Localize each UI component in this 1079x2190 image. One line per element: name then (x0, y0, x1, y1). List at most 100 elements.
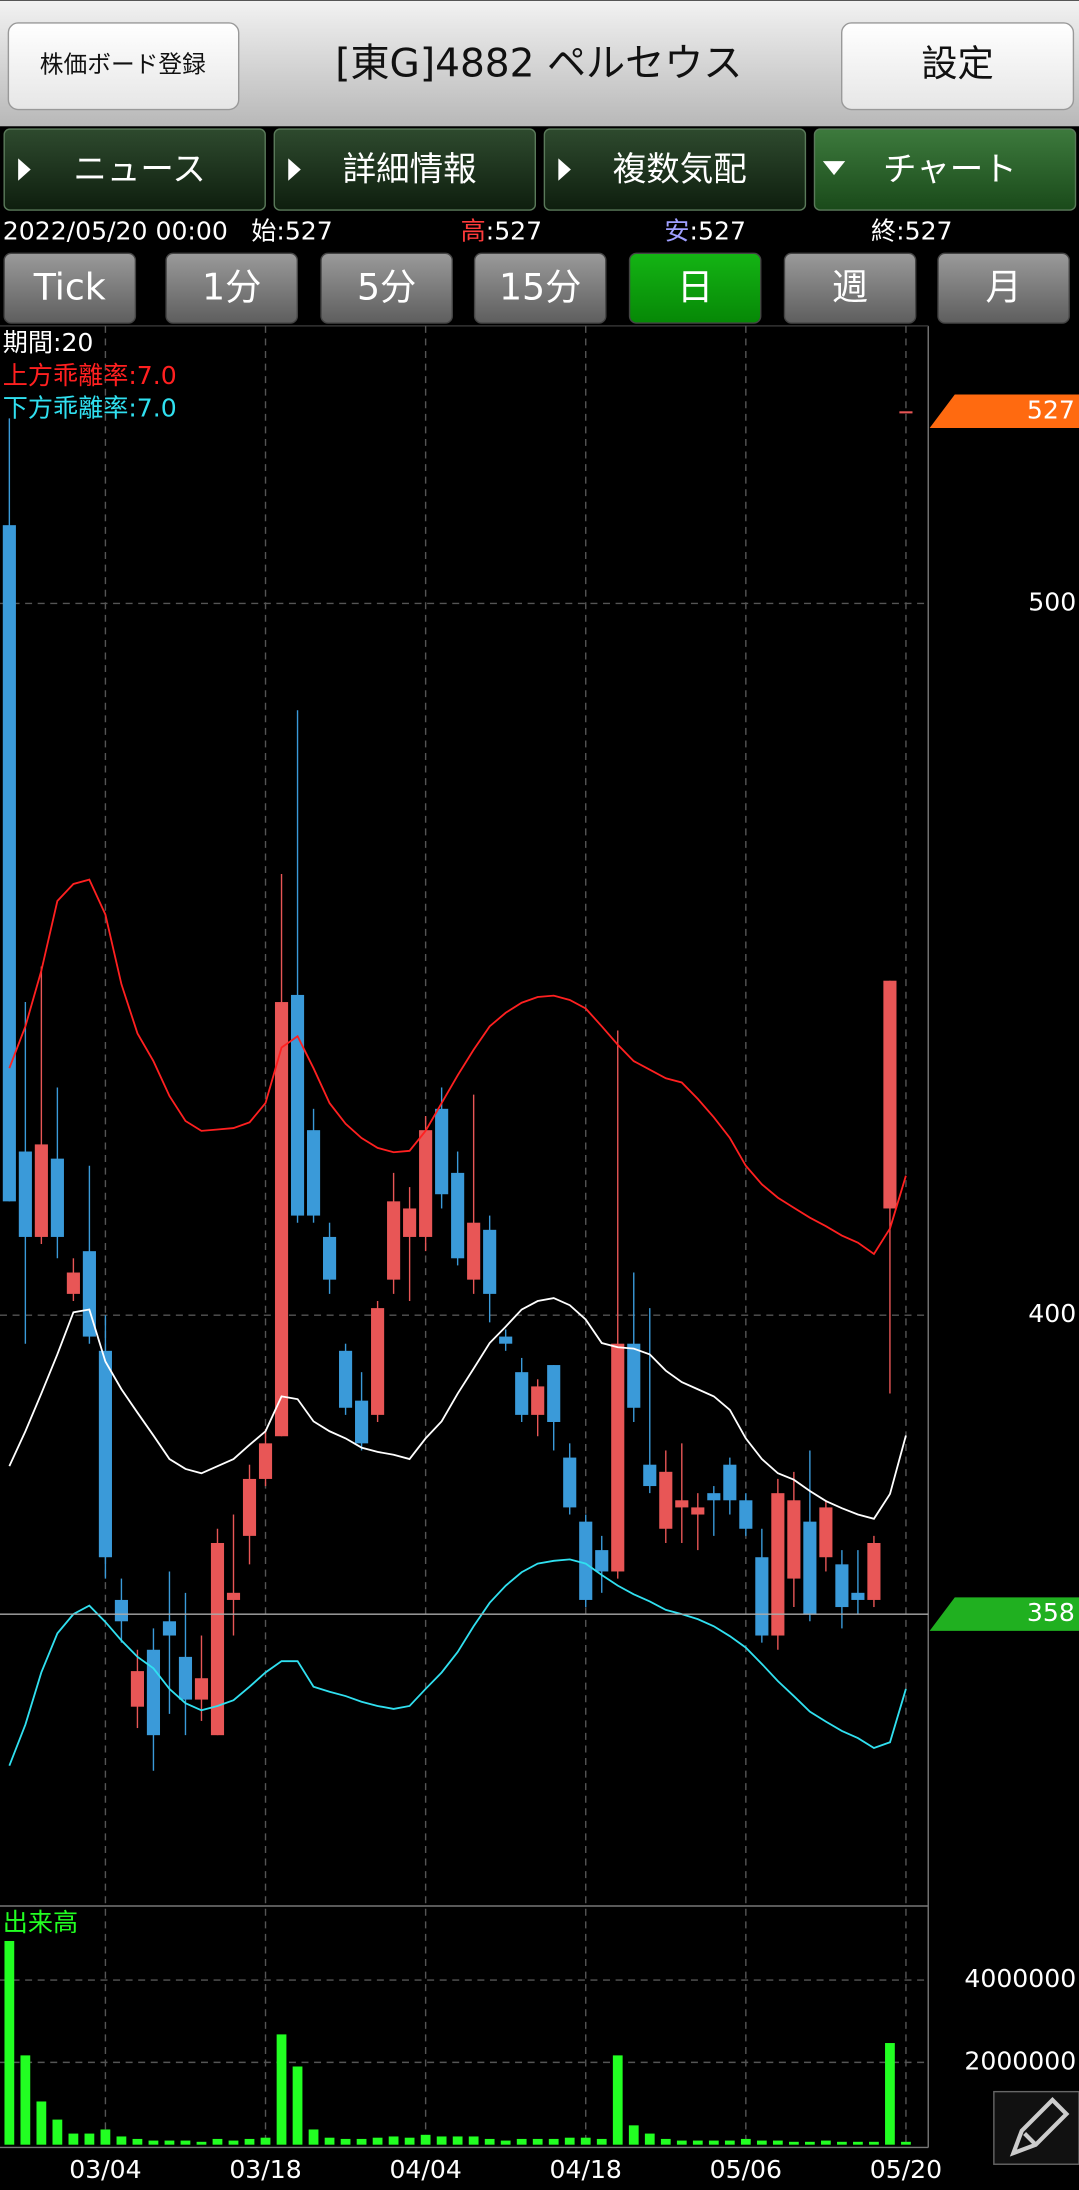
candle-body (691, 1507, 705, 1515)
volume-bar (180, 2140, 191, 2145)
volume-bar (100, 2129, 111, 2145)
candle-body (611, 1343, 625, 1572)
period-button[interactable] (783, 252, 917, 324)
candle-body (627, 1343, 641, 1408)
period-button[interactable] (165, 252, 299, 324)
volume-bar (821, 2140, 831, 2145)
settings-button-label[interactable]: 設定 (921, 42, 994, 85)
edit-button-frame[interactable] (993, 2090, 1079, 2165)
candle-body (66, 1272, 80, 1294)
tab[interactable] (273, 128, 537, 211)
quote-part: 安 (664, 216, 689, 245)
volume-title: 出来高 (3, 1908, 78, 1937)
pencil-icon[interactable] (1009, 2097, 1070, 2157)
tab[interactable] (543, 128, 807, 211)
tab-label[interactable]: チャート (883, 149, 1017, 188)
candle-body (114, 1599, 128, 1622)
period-label[interactable]: 15分 (499, 266, 581, 309)
volume-bar (372, 2137, 383, 2145)
volume-bar (869, 2141, 879, 2145)
period-button[interactable] (473, 252, 607, 324)
board-button-label[interactable]: 株価ボード登録 (40, 51, 206, 79)
candle-body (194, 1678, 209, 1700)
volume-bar (244, 2138, 255, 2145)
candle-body (387, 1201, 401, 1280)
volume-bar (276, 2034, 287, 2145)
candle-body (130, 1671, 144, 1707)
candle-body (787, 1500, 801, 1579)
board-button[interactable] (7, 22, 240, 111)
period-button[interactable] (937, 252, 1070, 324)
period-button[interactable] (320, 252, 453, 324)
volume-bar (388, 2136, 399, 2145)
x-tick-label: 05/06 (710, 2155, 782, 2184)
candle-body (643, 1464, 657, 1487)
candle-body (210, 1542, 225, 1736)
volume-bar (837, 2141, 847, 2145)
candle-body (835, 1564, 849, 1608)
quote-part: 終 (871, 216, 896, 245)
period-label[interactable]: 月 (985, 266, 1021, 309)
tab-label[interactable]: ニュース (73, 149, 205, 188)
volume-bar (196, 2141, 207, 2145)
x-tick-label: 04/18 (550, 2155, 622, 2184)
candle-body (851, 1592, 865, 1600)
volume-bar (468, 2136, 479, 2145)
candle-body (755, 1557, 769, 1636)
quote-part: 527 (698, 216, 746, 245)
tab[interactable] (3, 128, 266, 211)
candle-body (50, 1158, 64, 1237)
legend-entry: 期間:20 (3, 328, 94, 357)
period-label[interactable]: 5分 (357, 266, 416, 309)
volume-bar (628, 2125, 639, 2145)
candle-body (290, 994, 305, 1216)
volume-bar (340, 2138, 351, 2145)
candle-body (515, 1372, 529, 1415)
volume-bar (660, 2138, 671, 2145)
y-tick-label: 2000000 (964, 2046, 1076, 2075)
candle-body (675, 1500, 689, 1508)
candle-body (323, 1236, 337, 1280)
candle-body (563, 1457, 577, 1508)
volume-bar (260, 2137, 271, 2145)
candle-body (659, 1471, 673, 1529)
quote-part: 高 (461, 216, 486, 245)
period-label[interactable]: 日 (677, 266, 713, 309)
period-label[interactable]: 週 (832, 266, 868, 309)
settings-button[interactable] (841, 22, 1075, 111)
tab-label[interactable]: 複数気配 (613, 149, 747, 188)
legend-entry: 上方乖離率:7.0 (3, 361, 177, 390)
volume-bar (676, 2140, 687, 2145)
candle-body (242, 1478, 257, 1536)
volume-bar (708, 2140, 719, 2145)
volume-bar (548, 2138, 559, 2145)
candle-body (274, 1002, 289, 1437)
candle-body (803, 1521, 817, 1615)
quote-part: 527 (494, 216, 542, 245)
volume-bar (308, 2129, 319, 2145)
x-tick-label: 03/04 (69, 2155, 141, 2184)
volume-bar (452, 2136, 463, 2145)
quote-part: : (276, 216, 284, 245)
edit-button[interactable] (993, 2090, 1079, 2165)
candle-body (547, 1365, 561, 1422)
quote-part: : (690, 216, 698, 245)
tab-label[interactable]: 詳細情報 (343, 149, 477, 188)
tab-arrow (18, 158, 31, 181)
volume-bar (116, 2136, 127, 2145)
period-label[interactable]: 1分 (202, 266, 261, 309)
volume-bar (516, 2138, 527, 2145)
candle-body (339, 1350, 353, 1408)
price-flag-label: 527 (1027, 395, 1075, 424)
volume-bar (756, 2140, 767, 2145)
candle-body (739, 1500, 753, 1529)
period-button[interactable] (628, 252, 762, 324)
tab-arrow (288, 158, 301, 181)
candle-body (467, 1222, 481, 1280)
candle-body (2, 525, 16, 1202)
period-label[interactable]: Tick (33, 266, 106, 309)
volume-bar (404, 2137, 415, 2145)
period-button[interactable] (3, 252, 137, 324)
tab[interactable] (813, 128, 1077, 211)
